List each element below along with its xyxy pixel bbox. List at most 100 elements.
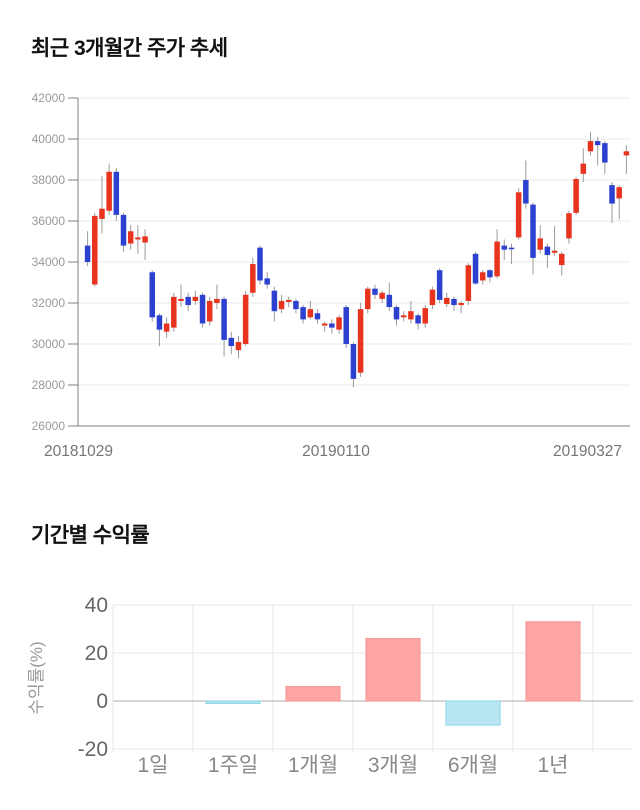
- candle-down: [523, 180, 529, 204]
- returns-y-tick-label: 40: [85, 594, 108, 617]
- candle-down: [544, 246, 551, 256]
- candle-up: [127, 231, 134, 244]
- candle-down: [149, 272, 155, 318]
- candle-up: [587, 141, 594, 152]
- price-y-tick-label: 34000: [32, 255, 66, 269]
- candle-down: [257, 247, 263, 281]
- candle-down: [372, 288, 378, 295]
- returns-bar-svg: 40 20 0 -20 1일 1주일 1개월 3개월 6개월 1년 수익률(%): [27, 594, 633, 777]
- candle-down: [594, 141, 601, 146]
- candle-up: [250, 264, 256, 293]
- price-x-axis-label: 20190110: [302, 443, 370, 460]
- candle-down: [84, 245, 91, 262]
- candle-up: [379, 292, 385, 299]
- candle-up: [623, 151, 630, 156]
- candle-up: [321, 323, 328, 326]
- candle-down: [508, 247, 515, 250]
- returns-category-label: 1년: [538, 754, 569, 777]
- returns-chart-title: 기간별 수익률: [31, 524, 150, 547]
- candle-down: [199, 294, 206, 324]
- returns-category-label: 6개월: [448, 754, 498, 777]
- candle-down: [293, 300, 299, 310]
- price-x-axis-label: 20190327: [553, 443, 622, 460]
- candle-up: [400, 315, 407, 318]
- candle-down: [300, 307, 306, 320]
- candle-up: [192, 296, 199, 301]
- candle-up: [429, 289, 436, 306]
- candle-up: [336, 317, 342, 330]
- price-y-tick-label: 28000: [32, 378, 66, 392]
- candle-down: [415, 315, 421, 324]
- candle-up: [422, 308, 428, 324]
- price-y-tick-label: 42000: [32, 91, 66, 105]
- candle-down: [451, 298, 457, 306]
- candle-down: [350, 344, 357, 379]
- returns-category-label: 1주일: [208, 754, 258, 777]
- candle-down: [156, 315, 163, 330]
- candle-down: [501, 245, 508, 250]
- candle-up: [206, 300, 213, 322]
- returns-y-tick-label: 20: [85, 642, 108, 665]
- candle-down: [386, 294, 393, 308]
- candle-up: [458, 303, 464, 306]
- returns-bar-positive: [525, 621, 581, 702]
- candle-down: [185, 296, 191, 306]
- candle-up: [580, 163, 587, 174]
- candle-up: [135, 237, 141, 240]
- candle-up: [307, 309, 314, 318]
- candle-down: [609, 185, 615, 204]
- candle-up: [286, 299, 292, 302]
- candle-down: [221, 298, 227, 340]
- candle-up: [365, 288, 371, 310]
- returns-bar-positive: [285, 685, 341, 702]
- candle-down: [329, 323, 335, 328]
- price-x-axis-label: 20181029: [44, 443, 113, 460]
- candle-up: [106, 171, 112, 211]
- candle-up: [357, 309, 364, 373]
- returns-bar-chart: 40 20 0 -20 1일 1주일 1개월 3개월 6개월 1년 수익률(%): [0, 560, 640, 810]
- candle-up: [559, 253, 565, 266]
- candle-down: [436, 270, 443, 300]
- price-y-tick-label: 32000: [32, 296, 66, 310]
- candle-up: [92, 215, 98, 285]
- candle-down: [472, 253, 479, 284]
- candle-up: [515, 192, 522, 238]
- candle-up: [573, 178, 579, 213]
- candle-up: [494, 241, 500, 277]
- candle-down: [530, 204, 536, 258]
- candle-up: [214, 298, 220, 303]
- candle-down: [487, 270, 493, 278]
- price-candlestick-svg: 42000 40000 38000 36000 34000 32000 30000 28000…: [32, 91, 630, 460]
- returns-bar-negative: [445, 700, 501, 726]
- candle-up: [142, 236, 148, 243]
- candle-down: [314, 313, 321, 320]
- candle-up: [178, 298, 184, 301]
- candle-up: [242, 294, 249, 344]
- returns-category-label: 3개월: [368, 754, 418, 777]
- candle-up: [163, 323, 170, 332]
- candle-down: [393, 307, 400, 320]
- candle-up: [537, 238, 543, 250]
- returns-bar-positive: [365, 637, 421, 702]
- returns-y-axis-label: 수익률(%): [27, 641, 46, 714]
- candle-up: [444, 297, 450, 305]
- price-y-tick-label: 38000: [32, 173, 66, 187]
- returns-category-label: 1일: [138, 754, 169, 777]
- candle-down: [120, 214, 127, 246]
- price-y-tick-label: 26000: [32, 419, 66, 433]
- candle-up: [551, 250, 558, 253]
- candle-up: [616, 187, 622, 199]
- returns-bar-negative: [205, 700, 261, 705]
- returns-y-tick-label: 0: [96, 690, 108, 713]
- candle-up: [408, 311, 414, 320]
- price-candlestick-chart: 42000 40000 38000 36000 34000 32000 30000 28000…: [0, 88, 640, 473]
- candle-down: [113, 171, 120, 215]
- candle-down: [602, 143, 608, 163]
- candle-down: [228, 337, 235, 347]
- returns-y-tick-label: -20: [78, 738, 108, 761]
- price-y-tick-label: 30000: [32, 337, 66, 351]
- price-y-tick-label: 40000: [32, 132, 66, 146]
- candle-up: [566, 213, 572, 239]
- candle-up: [99, 208, 105, 219]
- candle-up: [235, 341, 242, 351]
